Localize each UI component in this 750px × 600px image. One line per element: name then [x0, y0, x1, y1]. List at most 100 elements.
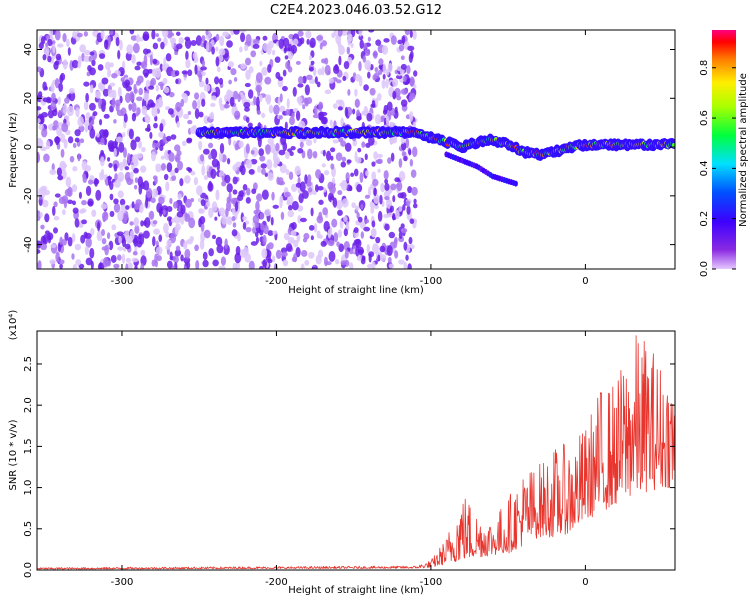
noise-speckle: [299, 181, 306, 193]
noise-speckle: [199, 153, 205, 162]
noise-speckle: [202, 251, 208, 261]
noise-speckle: [312, 150, 318, 159]
noise-speckle: [107, 89, 115, 98]
noise-speckle: [235, 201, 239, 212]
noise-speckle: [107, 36, 112, 47]
noise-speckle: [297, 83, 304, 88]
noise-speckle: [193, 177, 199, 186]
noise-speckle: [113, 119, 117, 124]
noise-speckle: [200, 71, 206, 77]
noise-speckle: [335, 99, 343, 105]
noise-speckle: [221, 214, 227, 225]
noise-speckle: [169, 197, 173, 205]
snr-x-axis-label: Height of straight line (km): [288, 585, 424, 596]
noise-speckle: [232, 262, 238, 269]
noise-speckle: [158, 196, 165, 205]
noise-speckle: [198, 111, 204, 118]
noise-speckle: [120, 204, 127, 214]
noise-speckle: [266, 159, 273, 170]
noise-speckle: [250, 241, 258, 246]
noise-speckle: [185, 238, 193, 245]
noise-speckle: [353, 227, 359, 234]
noise-speckle: [377, 93, 382, 101]
noise-speckle: [117, 49, 121, 60]
noise-speckle: [159, 122, 164, 133]
noise-speckle: [312, 190, 317, 196]
noise-speckle: [323, 220, 330, 232]
noise-speckle: [403, 261, 408, 269]
noise-speckle: [103, 256, 109, 268]
noise-speckle: [311, 266, 317, 269]
noise-speckle: [107, 175, 111, 187]
noise-speckle: [199, 216, 206, 225]
noise-speckle: [369, 201, 375, 208]
noise-speckle: [252, 38, 260, 45]
noise-speckle: [117, 86, 122, 98]
heatmap-layer: [37, 30, 675, 269]
noise-speckle: [151, 30, 156, 40]
noise-speckle: [107, 68, 112, 78]
noise-speckle: [291, 200, 299, 211]
noise-speckle: [71, 233, 76, 243]
noise-speckle: [167, 108, 174, 115]
noise-speckle: [362, 55, 367, 63]
noise-speckle: [286, 200, 291, 206]
noise-speckle: [57, 175, 64, 181]
noise-speckle: [158, 131, 165, 138]
noise-speckle: [64, 232, 69, 242]
noise-speckle: [71, 253, 75, 260]
noise-speckle: [400, 99, 408, 107]
noise-speckle: [275, 157, 281, 165]
noise-speckle: [201, 98, 206, 107]
noise-speckle: [89, 128, 96, 139]
spectrogram-y-tick-label: 0: [23, 144, 34, 150]
noise-speckle: [84, 165, 92, 172]
noise-speckle: [100, 203, 108, 210]
noise-speckle: [45, 34, 51, 40]
noise-speckle: [44, 86, 48, 91]
noise-speckle: [123, 147, 127, 159]
noise-speckle: [234, 143, 239, 151]
noise-speckle: [217, 66, 221, 73]
noise-speckle: [396, 181, 403, 192]
noise-speckle: [267, 242, 274, 250]
noise-speckle: [65, 176, 72, 188]
snr-series-line: [37, 335, 675, 570]
noise-speckle: [100, 30, 105, 40]
noise-speckle: [400, 223, 405, 229]
noise-speckle: [185, 198, 192, 208]
noise-speckle: [171, 174, 177, 182]
noise-speckle: [260, 163, 267, 169]
noise-speckle: [335, 152, 343, 162]
noise-speckle: [75, 107, 80, 118]
noise-speckle: [129, 171, 134, 180]
noise-speckle: [148, 85, 155, 90]
noise-speckle: [59, 74, 64, 84]
noise-speckle: [259, 155, 266, 162]
noise-speckle: [373, 203, 379, 210]
noise-speckle: [166, 162, 173, 173]
noise-speckle: [185, 50, 189, 61]
noise-speckle: [295, 60, 301, 65]
noise-speckle: [310, 207, 314, 217]
noise-speckle: [282, 37, 290, 48]
noise-speckle: [132, 251, 138, 256]
noise-speckle: [176, 149, 182, 157]
noise-speckle: [111, 224, 117, 231]
noise-speckle: [408, 53, 413, 63]
noise-speckle: [46, 96, 51, 104]
noise-speckle: [211, 201, 218, 212]
noise-speckle: [124, 166, 130, 171]
noise-speckle: [197, 98, 201, 109]
noise-speckle: [270, 216, 274, 226]
noise-speckle: [55, 53, 62, 61]
noise-speckle: [83, 31, 88, 37]
noise-speckle: [403, 75, 407, 83]
noise-speckle: [354, 88, 358, 97]
snr-y-tick-label: 0.0: [23, 562, 34, 578]
noise-speckle: [151, 106, 158, 118]
noise-speckle: [77, 153, 81, 162]
noise-speckle: [131, 164, 135, 170]
noise-speckle: [327, 239, 335, 247]
noise-speckle: [143, 92, 150, 102]
